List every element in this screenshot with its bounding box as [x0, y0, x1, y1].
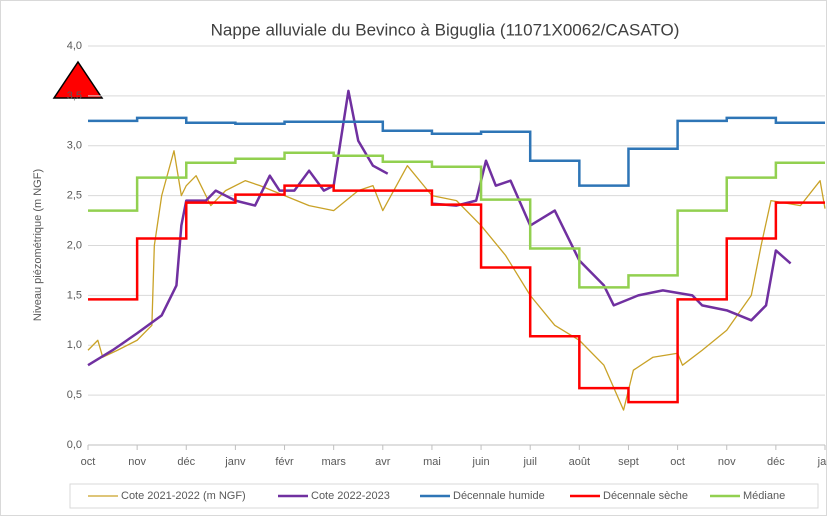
legend-label: Cote 2021-2022 (m NGF) — [121, 490, 246, 502]
y-tick-label: 1,0 — [67, 339, 82, 351]
x-tick-label: oct — [81, 456, 96, 468]
y-tick-label: 1,5 — [67, 289, 82, 301]
x-tick-label: janv — [224, 456, 246, 468]
y-axis-label: Niveau piézométrique (m NGF) — [32, 169, 44, 321]
x-tick-label: jan — [817, 456, 827, 468]
x-tick-label: déc — [177, 456, 195, 468]
x-tick-label: déc — [767, 456, 785, 468]
x-tick-label: mai — [423, 456, 441, 468]
legend-label: Cote 2022-2023 — [311, 490, 390, 502]
x-tick-label: avr — [375, 456, 391, 468]
y-tick-label: 3,0 — [67, 140, 82, 152]
y-tick-label: 4,0 — [67, 40, 82, 52]
x-tick-label: févr — [275, 456, 294, 468]
series-line — [88, 151, 825, 289]
x-tick-label: mars — [321, 456, 346, 468]
legend-label: Décennale sèche — [603, 490, 688, 502]
x-tick-label: sept — [618, 456, 639, 468]
y-tick-label: 2,0 — [67, 239, 82, 251]
x-tick-label: juil — [522, 456, 536, 468]
y-tick-label: 0,0 — [67, 439, 82, 451]
y-tick-label: 0,5 — [67, 389, 82, 401]
legend-box — [69, 483, 819, 509]
chart-title: Nappe alluviale du Bevinco à Biguglia (1… — [211, 20, 680, 39]
alert-icon — [52, 60, 104, 99]
y-tick-label: 2,5 — [67, 190, 82, 202]
x-tick-label: nov — [128, 456, 146, 468]
legend-label: Décennale humide — [453, 490, 545, 502]
x-tick-label: août — [569, 456, 590, 468]
x-tick-label: juin — [472, 456, 490, 468]
series-line — [87, 150, 826, 411]
series-line — [88, 184, 825, 404]
y-tick-label: 3,5 — [67, 90, 82, 102]
legend-label: Médiane — [743, 490, 785, 502]
series-line — [88, 116, 825, 187]
x-tick-label: oct — [670, 456, 685, 468]
x-tick-label: nov — [718, 456, 736, 468]
